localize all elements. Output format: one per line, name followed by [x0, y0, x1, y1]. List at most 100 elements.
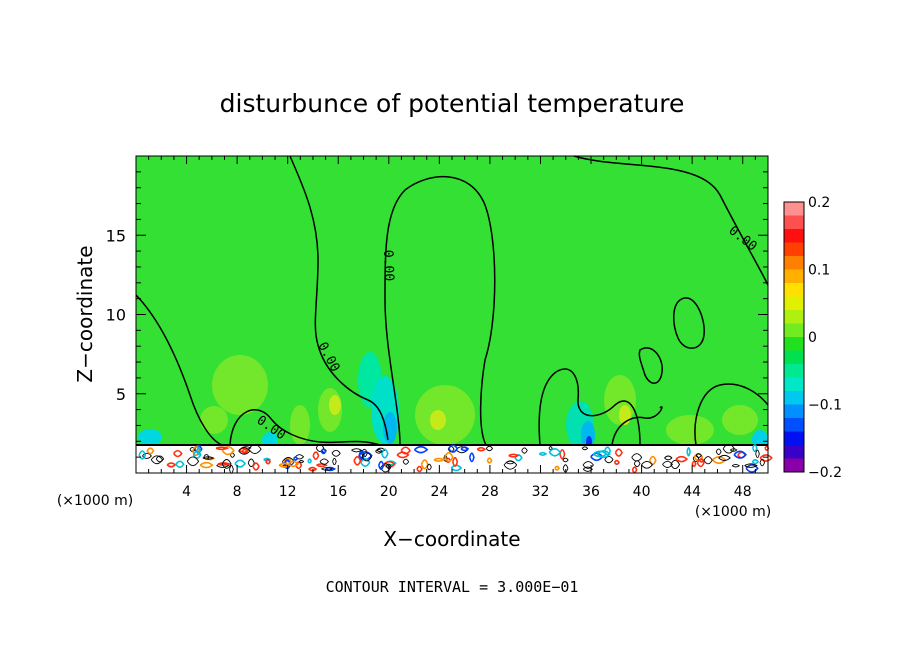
zero-contour-loop	[638, 347, 663, 384]
y-tick-label: 10	[106, 306, 126, 325]
x-tick-label: 36	[582, 484, 600, 500]
colorbar-swatch	[784, 377, 804, 391]
zero-contour-line	[229, 409, 381, 446]
boundary-layer-contour	[722, 443, 735, 454]
contour-interval-note: CONTOUR INTERVAL = 3.000E−01	[326, 578, 579, 596]
boundary-layer-contour	[443, 454, 448, 462]
boundary-layer-contour	[426, 463, 432, 471]
boundary-layer-contour	[444, 451, 454, 463]
boundary-layer-contour	[695, 453, 702, 458]
boundary-layer-contour	[460, 446, 470, 452]
x-tick-label: 44	[683, 484, 701, 500]
boundary-layer-contour	[351, 448, 363, 453]
boundary-layer-contour	[202, 456, 215, 460]
boundary-layer-contour	[715, 448, 722, 455]
boundary-layer-contour	[554, 465, 560, 471]
boundary-layer-contour	[745, 464, 759, 473]
x-unit-left: (×1000 m)	[57, 493, 133, 509]
y-axis-label: Z−coordinate	[73, 245, 97, 382]
boundary-layer-contour	[433, 457, 446, 462]
colorbar-swatch	[784, 215, 804, 229]
y-axis-ticks: 5 10 15	[106, 171, 768, 458]
contour-label: 0.00	[380, 250, 396, 282]
boundary-layer-contour	[248, 444, 262, 454]
colorbar-swatch	[784, 404, 804, 418]
boundary-layer-contour	[614, 448, 623, 457]
warm-core	[329, 395, 341, 415]
boundary-layer-contour	[476, 446, 487, 452]
boundary-layer	[136, 443, 773, 474]
colorbar-tick-label: −0.1	[808, 398, 842, 414]
boundary-layer-contour	[582, 461, 594, 469]
boundary-layer-contour	[691, 460, 697, 467]
cool-patch	[138, 429, 162, 445]
boundary-layer-contour	[263, 457, 272, 462]
chart-title: disturbunce of potential temperature	[220, 89, 685, 118]
x-unit-right: (×1000 m)	[695, 504, 771, 520]
zero-contour-line	[538, 368, 641, 446]
boundary-layer-contour	[548, 446, 553, 451]
boundary-layer-contour	[631, 453, 643, 462]
boundary-layer-contour	[452, 456, 459, 467]
colorbar-swatch	[784, 256, 804, 270]
x-tick-label: 24	[430, 484, 448, 500]
boundary-layer-contour	[670, 459, 681, 470]
y-tick-label: 15	[106, 226, 126, 245]
boundary-layer-contour	[686, 446, 691, 457]
boundary-layer-contour	[696, 458, 705, 468]
boundary-layer-contour	[265, 458, 271, 465]
boundary-layer-contour	[718, 454, 731, 461]
boundary-layer-contour	[731, 463, 740, 468]
boundary-layer-contour	[413, 445, 429, 454]
boundary-layer-contour	[641, 460, 653, 469]
boundary-layer-contour	[320, 448, 327, 455]
boundary-layer-contour	[508, 453, 520, 458]
boundary-layer-contour	[664, 455, 673, 461]
boundary-layer-contour	[319, 458, 329, 465]
boundary-layer-contour	[703, 456, 713, 465]
colorbar-swatch	[784, 242, 804, 256]
zero-contour-line	[384, 175, 496, 446]
boundary-layer-contour	[416, 465, 423, 473]
colorbar-swatch	[784, 310, 804, 324]
boundary-layer-contour	[448, 444, 459, 453]
colorbar-tick-label: 0.2	[808, 195, 830, 211]
x-tick-label: 32	[532, 484, 550, 500]
plot-area: 0.00 0.00 0.00 0.00 4 8 12 16 20 24 28 32 36 40 44…	[106, 155, 773, 500]
x-tick-label: 4	[182, 484, 191, 500]
zero-contour-line	[573, 155, 769, 286]
boundary-layer-contour	[186, 456, 200, 467]
zero-contour-line	[289, 155, 389, 441]
boundary-layer-contour	[298, 460, 305, 464]
x-tick-label: 16	[329, 484, 347, 500]
boundary-layer-contour	[215, 446, 230, 451]
positive-anomaly-patches	[200, 355, 758, 445]
colorbar-swatch	[784, 418, 804, 432]
colorbar-swatch	[784, 337, 804, 351]
boundary-layer-contour	[675, 455, 689, 463]
boundary-layer-contour	[562, 457, 569, 463]
colorbar-swatch	[784, 283, 804, 297]
boundary-layer-contour	[396, 451, 410, 459]
zero-contour-line	[135, 294, 223, 446]
colorbar-swatch	[784, 269, 804, 283]
boundary-layer-contour	[217, 462, 232, 466]
x-axis-label: X−coordinate	[383, 527, 520, 551]
boundary-layer-contour	[238, 447, 251, 455]
x-tick-label: 48	[734, 484, 752, 500]
boundary-layer-contour	[166, 462, 177, 468]
warm-patch	[212, 355, 268, 415]
boundary-layer-contour	[752, 444, 758, 453]
boundary-layer-contour	[755, 449, 760, 459]
x-axis-ticks: 4 8 12 16 20 24 28 32 36 40 44 48	[148, 156, 756, 500]
boundary-layer-contour	[613, 459, 620, 465]
colorbar-swatch	[784, 458, 804, 472]
colorbar-swatch	[784, 229, 804, 243]
boundary-layer-contour	[485, 445, 494, 452]
zero-contour-line	[694, 383, 769, 446]
colorbar-swatch	[784, 323, 804, 337]
x-tick-label: 28	[481, 484, 499, 500]
boundary-layer-contour	[486, 457, 493, 464]
boundary-layer-contour	[380, 448, 389, 459]
warm-patch	[666, 415, 714, 445]
